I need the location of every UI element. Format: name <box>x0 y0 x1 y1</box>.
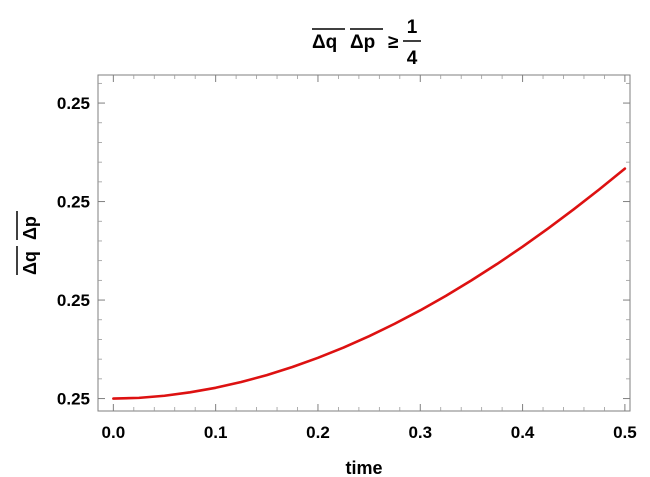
y-tick-label: 0.25 <box>57 94 90 113</box>
y-axis-label-b: Δp <box>20 216 40 240</box>
title-relation: ≥ <box>388 32 398 53</box>
title-denominator: 4 <box>407 48 418 69</box>
chart-title: Δq Δp ≥ 1 4 <box>312 17 421 69</box>
x-tick-label: 0.3 <box>408 423 432 442</box>
series-line <box>112 167 627 400</box>
title-numerator: 1 <box>407 17 418 38</box>
title-lhs-b: Δp <box>350 32 375 53</box>
x-tick-label: 0.0 <box>102 423 126 442</box>
plot-frame <box>97 74 631 412</box>
x-axis-label: time <box>345 458 382 477</box>
x-tick-label: 0.5 <box>613 423 637 442</box>
x-tick-label: 0.4 <box>511 423 535 442</box>
x-axis-ticks: 0.0 0.1 0.2 0.3 0.4 0.5 <box>102 75 637 442</box>
y-tick-label: 0.25 <box>57 390 90 409</box>
x-tick-label: 0.1 <box>204 423 228 442</box>
y-axis-label-a: Δq <box>20 251 40 275</box>
y-axis-label: Δq Δp <box>16 211 40 275</box>
title-lhs-a: Δq <box>312 32 337 53</box>
x-tick-label: 0.2 <box>306 423 330 442</box>
y-tick-label: 0.25 <box>57 291 90 310</box>
y-axis-ticks: 0.25 0.25 0.25 0.25 <box>57 82 630 409</box>
y-tick-label: 0.25 <box>57 193 90 212</box>
series-layer <box>112 167 627 400</box>
